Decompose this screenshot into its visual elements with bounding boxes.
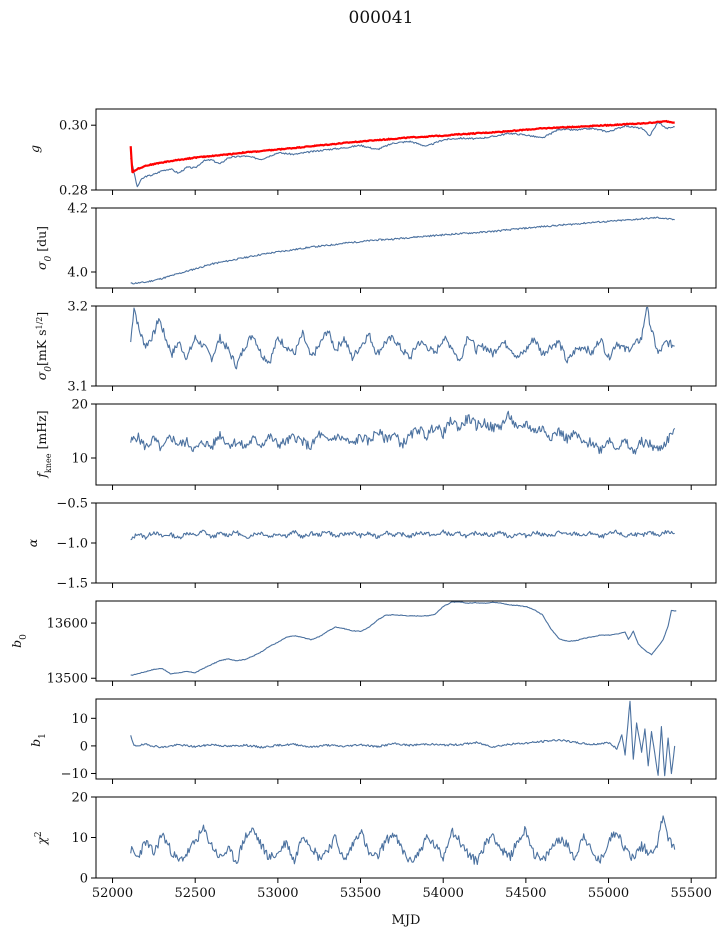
series-line — [130, 601, 677, 676]
ylabel-g: g — [27, 145, 42, 153]
axes-frame — [95, 207, 717, 289]
x-tick-label: 52500 — [175, 886, 216, 901]
ylabel-b1: b1 — [28, 733, 48, 747]
ylabel-b0: b0 — [9, 634, 29, 648]
ylabels: g σ0 [du] σ0[mK s1/2] fknee [mHz] α b0 b… — [9, 145, 54, 846]
x-tick-label: 52000 — [92, 886, 133, 901]
ylabel-chi2: χ2 — [34, 831, 49, 845]
series-line — [130, 410, 676, 455]
y-tick-label: −0.5 — [56, 497, 88, 512]
panels: 0.28 0.30 4.0 4.2 3.1 3.2 10 20 −1.5 −1.0 −0.5 1350… — [47, 108, 717, 901]
y-tick-label: 0.28 — [59, 184, 88, 199]
ylabel-fknee: fknee [mHz] — [34, 410, 53, 478]
axes-frame — [95, 108, 717, 191]
panel-alpha: −1.5 −1.0 −0.5 — [56, 497, 717, 592]
y-tick-label: 10 — [71, 452, 88, 467]
axes-frame — [95, 698, 717, 780]
axes-frame — [95, 796, 717, 879]
panel-fknee: 10 20 — [71, 398, 717, 490]
y-tick-label: 4.2 — [67, 202, 88, 217]
y-tick-label: 10 — [71, 831, 88, 846]
axes-frame — [95, 502, 717, 584]
y-tick-label: 0 — [80, 872, 88, 887]
axes-frame — [95, 403, 717, 486]
figure-title: 000041 — [349, 8, 414, 28]
y-tick-label: 4.0 — [67, 266, 88, 281]
axes-frame — [95, 600, 717, 682]
series-line — [130, 700, 676, 777]
series-line — [130, 216, 675, 285]
y-tick-label: −10 — [61, 767, 88, 782]
y-tick-label: 0.30 — [59, 119, 88, 134]
y-tick-label: 0 — [80, 739, 88, 754]
x-tick-label: 55500 — [671, 886, 712, 901]
y-tick-label: −1.5 — [56, 577, 88, 592]
ylabel-sigma0-mk: σ0[mK s1/2] — [34, 312, 54, 381]
x-tick-label: 54500 — [505, 886, 546, 901]
x-tick-label: 54000 — [423, 886, 464, 901]
y-tick-label: 20 — [71, 791, 88, 806]
y-tick-label: 10 — [71, 712, 88, 727]
series-line — [130, 815, 676, 866]
series-line — [130, 121, 675, 188]
ylabel-sigma0-du: σ0 [du] — [34, 226, 54, 270]
panel-b1: −10 0 10 — [61, 698, 717, 784]
x-tick-label: 53500 — [340, 886, 381, 901]
panel-g: 0.28 0.30 — [59, 108, 717, 199]
x-axis-label: MJD — [392, 913, 421, 928]
ylabel-alpha: α — [25, 538, 40, 547]
x-tick-label: 55000 — [588, 886, 629, 901]
series-line — [130, 306, 675, 370]
y-tick-label: 3.1 — [67, 380, 88, 395]
y-tick-label: −1.0 — [56, 537, 88, 552]
panel-sigma0-mk: 3.1 3.2 — [67, 300, 717, 395]
axes-frame — [95, 305, 717, 387]
y-tick-label: 13600 — [47, 617, 88, 632]
y-tick-label: 13500 — [47, 672, 88, 687]
y-tick-label: 20 — [71, 398, 88, 413]
series-line — [130, 529, 675, 541]
x-tick-label: 53000 — [257, 886, 298, 901]
y-tick-label: 3.2 — [67, 300, 88, 315]
panel-b0: 13500 13600 — [47, 600, 717, 687]
panel-sigma0-du: 4.0 4.2 — [67, 202, 717, 293]
series-line — [129, 119, 675, 174]
panel-chi2: 0 10 20 52000 52500 53000 53500 54000 54500 55000… — [71, 791, 717, 901]
